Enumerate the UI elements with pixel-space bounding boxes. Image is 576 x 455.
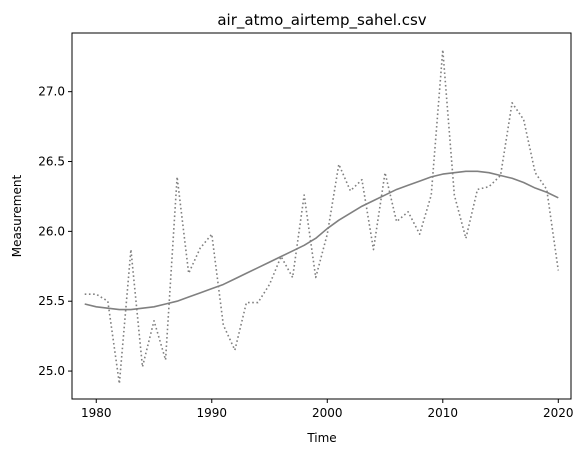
x-tick-label: 2020: [543, 406, 574, 420]
y-axis-label: Measurement: [10, 175, 24, 258]
y-axis: 25.0 25.5 26.0 26.5 27.0: [38, 85, 72, 378]
plot-frame: [71, 32, 572, 400]
x-tick-label: 1990: [196, 406, 227, 420]
series-layer: [84, 48, 560, 385]
x-axis: 1980 1990 2000 2010 2020: [81, 399, 574, 420]
series-line-observed: [84, 48, 560, 385]
series-line-trend: [84, 170, 559, 311]
chart-title: air_atmo_airtemp_sahel.csv: [217, 11, 426, 30]
x-axis-label: Time: [306, 431, 336, 445]
y-tick-label: 26.0: [38, 224, 65, 238]
x-tick-label: 1980: [81, 406, 112, 420]
x-tick-label: 2010: [428, 406, 459, 420]
y-tick-label: 25.5: [38, 294, 65, 308]
y-tick-label: 25.0: [38, 364, 65, 378]
x-tick-label: 2000: [312, 406, 343, 420]
y-tick-label: 27.0: [38, 85, 65, 99]
y-tick-label: 26.5: [38, 155, 65, 169]
